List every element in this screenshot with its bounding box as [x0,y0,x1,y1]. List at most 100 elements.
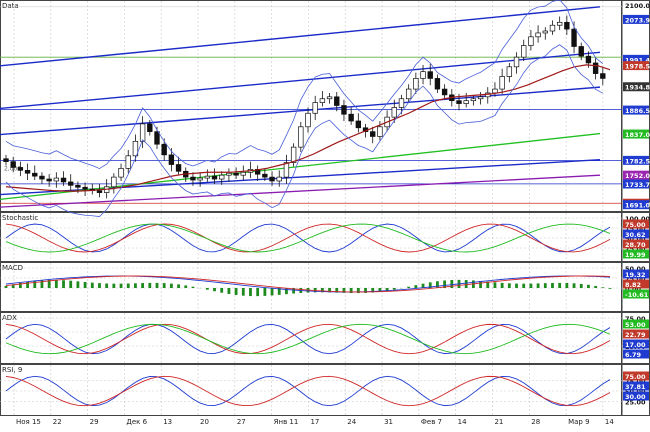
candle-body [471,99,476,101]
macd-bar [5,286,8,288]
macd-bar [184,285,187,288]
macd-bar [69,281,72,288]
candle-body [227,173,232,175]
price-badge-label: 1978.52 [625,63,650,71]
macd-bar [436,281,439,288]
price-badge-label: 1934.80 [625,84,650,92]
candle-body [507,67,512,77]
value-badge-label: 17.00 [625,341,646,349]
candle-body [140,124,145,141]
macd-bar [601,287,604,288]
value-badge-label: 30.62 [625,231,646,239]
candle-body [557,22,562,25]
candle-body [579,47,584,57]
value-badge-label: 75.00 [625,221,646,229]
candle-body [442,89,447,95]
candle-body [205,176,210,178]
value-badge-label: 22.79 [625,331,646,339]
price-badge-label: 1837.00 [625,131,650,139]
candle-body [320,99,325,103]
price-badge-label: 1886.55 [625,107,650,115]
macd-bar [148,283,151,288]
candle-body [112,177,117,187]
candle-body [191,177,196,180]
value-badge-label: 19.99 [625,251,646,259]
macd-bar [192,287,195,288]
macd-bar [242,288,245,296]
x-tick-label: 17 [310,418,319,426]
macd-bar [544,283,547,288]
macd-bar [558,283,561,288]
candle-body [600,74,605,79]
candle-body [47,179,52,181]
candle-body [356,121,361,128]
candle-body [284,163,289,178]
macd-bar [141,283,144,288]
macd-bar [55,280,58,288]
y-tick-label: 2100.00 [625,2,650,10]
x-tick-label: 27 [237,418,246,426]
candle-body [521,46,526,58]
candle-body [543,31,548,33]
value-badge-label: 8.82 [625,281,641,289]
price-badge-label: 1691.00 [625,202,650,210]
panel-title-data: Data [2,2,19,10]
candle-body [572,29,577,46]
candle-body [83,187,88,189]
macd-bar [156,283,159,288]
macd-bar [537,283,540,288]
candle-body [529,37,534,46]
candle-body [334,97,339,106]
macd-bar [170,284,173,288]
macd-bar [407,287,410,288]
x-tick-label: 29 [90,418,99,426]
value-badge-label: 53.00 [625,321,646,329]
macd-bar [256,288,259,296]
macd-bar [112,284,115,288]
candle-body [97,191,102,193]
candle-body [40,176,45,179]
candle-body [4,159,9,162]
candle-body [428,72,433,79]
candle-body [169,155,174,165]
candle-body [586,56,591,63]
candle-body [11,162,16,168]
macd-bar [551,283,554,288]
macd-bar [580,284,583,288]
macd-bar [565,283,568,288]
candle-body [277,177,282,181]
macd-bar [414,285,417,288]
candle-body [298,127,303,147]
candle-body [162,144,167,155]
candle-body [147,124,152,132]
price-badge-label: 1733.71 [625,181,650,189]
macd-bar [84,282,87,288]
candle-body [25,170,30,173]
macd-bar [465,280,468,288]
candle-body [370,132,375,137]
candle-body [54,178,59,181]
candle-body [32,173,37,176]
candle-body [313,103,318,114]
candle-body [392,107,397,117]
candle-body [500,76,505,89]
macd-bar [228,288,231,294]
x-tick-label: 24 [347,418,356,426]
x-tick-label: 31 [384,418,393,426]
macd-bar [77,281,80,288]
candle-body [550,25,555,31]
x-tick-label: Дек 6 [126,418,147,426]
x-tick-label: 22 [53,418,62,426]
candle-body [493,89,498,93]
price-badge-label: 1782.59 [625,157,650,165]
panel-title: RSI, 9 [2,366,22,374]
candle-body [457,101,462,104]
x-tick-label: 14 [605,418,614,426]
macd-bar [263,288,266,296]
macd-bar [573,283,576,288]
macd-bar [587,285,590,288]
macd-bar [271,288,274,295]
candle-body [378,127,383,137]
